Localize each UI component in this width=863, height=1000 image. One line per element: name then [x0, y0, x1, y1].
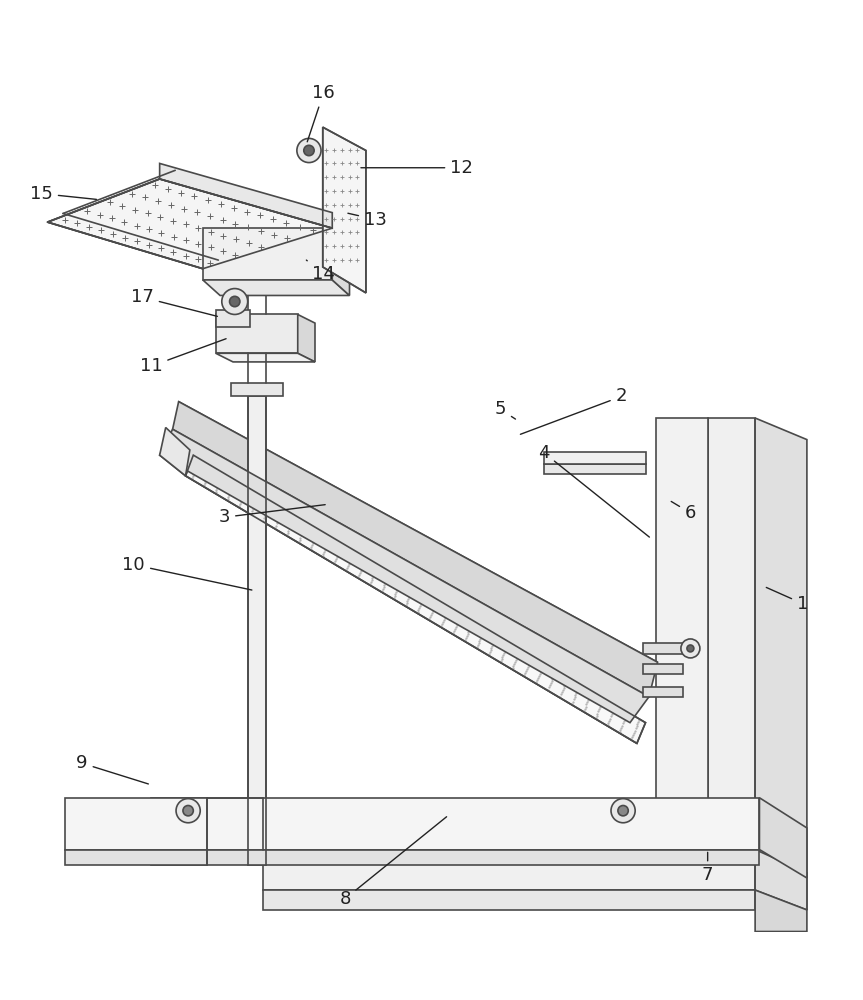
Text: 7: 7 [702, 852, 714, 884]
Circle shape [183, 806, 193, 816]
Polygon shape [708, 418, 755, 890]
Text: 6: 6 [671, 501, 696, 522]
Polygon shape [248, 396, 266, 865]
Polygon shape [544, 464, 646, 474]
Circle shape [687, 645, 694, 652]
Text: 12: 12 [361, 159, 473, 177]
Polygon shape [332, 228, 350, 295]
Polygon shape [656, 418, 708, 828]
Text: 4: 4 [538, 444, 649, 537]
Text: 1: 1 [766, 587, 809, 613]
Circle shape [222, 289, 248, 314]
Text: 17: 17 [131, 288, 217, 316]
Circle shape [681, 639, 700, 658]
Text: 10: 10 [123, 556, 252, 590]
Text: 14: 14 [306, 260, 335, 283]
Circle shape [611, 799, 635, 823]
Polygon shape [47, 179, 332, 269]
Polygon shape [263, 850, 755, 890]
Polygon shape [186, 455, 646, 743]
Circle shape [297, 138, 321, 163]
Circle shape [304, 145, 314, 156]
Polygon shape [216, 353, 315, 362]
Polygon shape [160, 428, 190, 476]
Polygon shape [203, 228, 332, 280]
Text: 3: 3 [218, 505, 325, 526]
Polygon shape [323, 127, 366, 293]
Polygon shape [298, 314, 315, 362]
Text: 5: 5 [494, 400, 515, 419]
Polygon shape [263, 890, 755, 910]
Circle shape [618, 806, 628, 816]
Polygon shape [173, 402, 658, 697]
Polygon shape [643, 687, 683, 697]
Polygon shape [65, 798, 207, 850]
Polygon shape [755, 418, 807, 910]
Polygon shape [216, 314, 298, 353]
Text: 13: 13 [348, 211, 387, 229]
Polygon shape [216, 310, 250, 327]
Text: 9: 9 [76, 754, 148, 784]
Polygon shape [755, 890, 807, 932]
Polygon shape [151, 850, 759, 865]
Text: 11: 11 [140, 339, 226, 375]
Polygon shape [65, 850, 207, 865]
Polygon shape [231, 383, 283, 396]
Polygon shape [643, 643, 683, 654]
Circle shape [176, 799, 200, 823]
Polygon shape [759, 798, 807, 878]
Polygon shape [179, 402, 658, 662]
Polygon shape [151, 798, 759, 850]
Polygon shape [160, 163, 332, 228]
Polygon shape [160, 455, 637, 743]
Text: 16: 16 [307, 84, 335, 142]
Text: 2: 2 [520, 387, 627, 434]
Polygon shape [755, 850, 807, 910]
Text: 15: 15 [30, 185, 97, 203]
Text: 8: 8 [339, 817, 446, 908]
Polygon shape [160, 429, 649, 723]
Polygon shape [203, 280, 350, 295]
Polygon shape [643, 664, 683, 674]
Polygon shape [544, 452, 646, 464]
Circle shape [230, 296, 240, 307]
